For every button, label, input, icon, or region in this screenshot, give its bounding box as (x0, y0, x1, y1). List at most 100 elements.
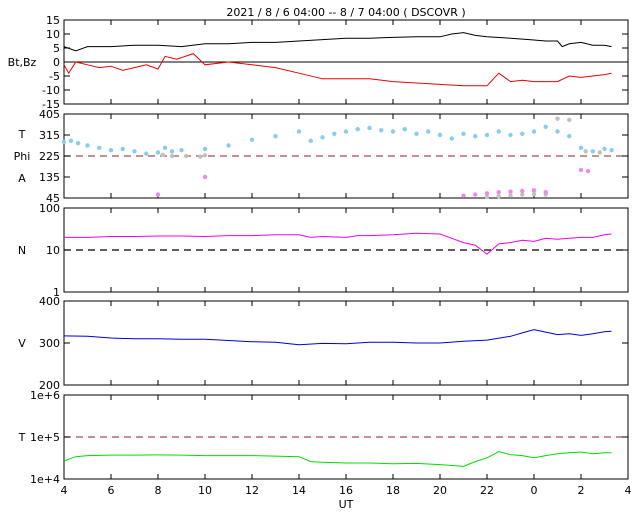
angle-series-0-point (520, 131, 525, 137)
speed-series-0-line (63, 329, 612, 346)
x-tick-label: 20 (433, 484, 447, 497)
angle-series-1-point (520, 192, 525, 197)
angle-series-2-point (578, 167, 584, 173)
angle-series-0-point (543, 124, 548, 130)
angle-series-0-point (155, 150, 161, 155)
angle-series-0-point (320, 135, 325, 140)
angle-series-0-point (449, 136, 454, 141)
angle-series-0-point (120, 146, 125, 152)
bfield-ylabel: Bt,Bz (8, 56, 37, 69)
x-tick-label: 18 (386, 484, 400, 497)
angle-ytick-label: 225 (39, 150, 60, 163)
angle-ytick-label: 135 (39, 171, 60, 184)
angle-series-0-point (531, 129, 537, 134)
angle-series-1-point (555, 116, 560, 121)
angle-series-1-point (583, 149, 588, 154)
angle-series-0-point (75, 140, 81, 146)
angle-series-0-point (249, 137, 255, 142)
x-tick-label: 12 (245, 484, 259, 497)
bfield-series-1-line (63, 53, 612, 87)
bfield-ytick-label: 10 (46, 28, 60, 41)
angle-series-2-point (461, 193, 466, 198)
angle-series-0-point (355, 126, 360, 132)
angle-series-0-point (144, 151, 149, 156)
angle-series-0-point (85, 143, 90, 148)
angle-series-2-point (520, 188, 525, 194)
density-ytick-label: 10 (46, 244, 60, 257)
angle-series-2-point (473, 192, 478, 197)
angle-series-0-point (590, 149, 595, 154)
angle-series-0-point (484, 132, 490, 138)
angle-series-2-point (155, 192, 161, 197)
angle-ylabel: A (18, 172, 26, 185)
angle-series-0-point (202, 146, 208, 152)
angle-series-0-point (496, 129, 501, 134)
temperature-ylabel: T (18, 431, 26, 444)
chart-title: 2021 / 8 / 6 04:00 -- 8 / 7 04:00 ( DSCO… (226, 6, 465, 19)
speed-frame (63, 300, 629, 386)
x-axis-label: UT (339, 498, 354, 511)
angle-series-0-point (68, 138, 74, 144)
x-tick-label: 14 (292, 484, 306, 497)
x-tick-label: 4 (61, 484, 68, 497)
angle-series-0-point (226, 143, 231, 148)
angle-series-2-point (531, 188, 537, 193)
angle-series-2-point (543, 189, 548, 195)
angle-series-0-point (169, 149, 175, 154)
temperature-ytick-label: 1e+4 (30, 473, 60, 486)
temperature-series-0-line (63, 451, 612, 467)
angle-series-2-point (484, 191, 490, 196)
angle-series-0-point (437, 132, 443, 138)
angle-series-0-point (367, 125, 372, 131)
x-tick-label: 10 (198, 484, 212, 497)
speed-ylabel: V (18, 337, 26, 350)
angle-ytick-label: 45 (46, 192, 60, 205)
angle-series-0-point (426, 129, 431, 134)
angle-series-1-point (484, 194, 490, 200)
angle-ytick-label: 405 (39, 108, 60, 121)
bfield-ytick-label: 0 (53, 56, 60, 69)
angle-series-0-point (567, 133, 572, 139)
speed-ytick-label: 400 (39, 295, 60, 308)
angle-series-0-point (578, 145, 584, 151)
angle-series-1-point (508, 193, 513, 198)
x-tick-label: 22 (480, 484, 494, 497)
angle-series-2-point (496, 189, 501, 195)
angle-series-1-point (202, 153, 208, 158)
angle-series-0-point (97, 145, 102, 151)
x-tick-label: 4 (625, 484, 632, 497)
bfield-series-0-line (63, 32, 612, 52)
angle-series-0-point (308, 138, 313, 144)
angle-ylabel: T (18, 128, 26, 141)
angle-series-0-point (555, 129, 560, 134)
angle-series-2-point (202, 174, 208, 180)
angle-series-0-point (461, 131, 466, 137)
angle-series-0-point (273, 133, 278, 139)
angle-series-0-point (473, 133, 478, 139)
density-ytick-label: 1 (53, 286, 60, 299)
x-tick-label: 16 (339, 484, 353, 497)
angle-series-0-point (602, 146, 607, 152)
angle-series-1-point (198, 154, 203, 159)
angle-series-0-point (108, 147, 114, 153)
bfield-ytick-label: 15 (46, 14, 60, 27)
density-series-0-line (64, 232, 612, 255)
angle-series-1-point (567, 117, 572, 123)
angle-series-1-point (160, 152, 165, 158)
bfield-ytick-label: -15 (42, 98, 60, 111)
angle-series-0-point (390, 129, 396, 134)
bfield-ytick-label: -5 (49, 70, 60, 83)
angle-series-0-point (179, 147, 184, 153)
angle-series-0-point (343, 129, 349, 134)
angle-series-0-point (296, 129, 302, 134)
angle-series-2-point (585, 168, 591, 174)
density-ytick-label: 100 (39, 202, 60, 215)
angle-series-0-point (609, 147, 614, 153)
bfield-ytick-label: 5 (53, 42, 60, 55)
angle-series-0-point (402, 126, 407, 132)
speed-ytick-label: 300 (39, 337, 60, 350)
x-tick-label: 0 (531, 484, 538, 497)
angle-series-0-point (332, 131, 337, 137)
angle-series-0-point (162, 145, 168, 151)
